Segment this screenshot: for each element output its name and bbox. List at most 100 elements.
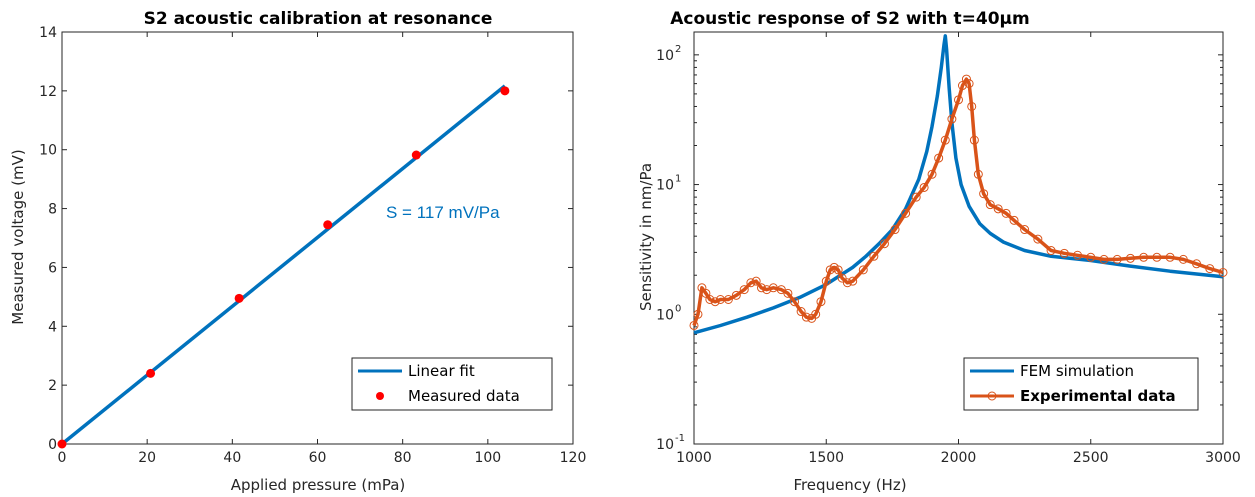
data-point [776, 285, 786, 295]
x-tick-label: 3000 [1205, 450, 1241, 466]
data-point [790, 297, 800, 307]
data-point [973, 169, 983, 179]
data-point [796, 307, 806, 317]
y-tick-label: 14 [39, 25, 57, 41]
data-point [901, 208, 911, 218]
x-tick-label: 2000 [941, 450, 977, 466]
data-point [756, 283, 766, 293]
legend-label: Experimental data [1020, 387, 1176, 405]
data-point [993, 204, 1003, 214]
data-point [1205, 264, 1215, 274]
data-point [957, 81, 967, 91]
y-tick-label: 10 [656, 48, 674, 64]
chart-acoustic-response: Acoustic response of S2 with t=40µm Freq… [637, 9, 1241, 494]
data-point [848, 276, 858, 286]
data-point [1009, 215, 1019, 225]
data-point [693, 309, 703, 319]
x-tick-label: 1000 [676, 450, 712, 466]
data-point [146, 368, 156, 378]
chart-title: Acoustic response of S2 with t=40µm [670, 9, 1030, 29]
x-tick-label: 60 [309, 450, 327, 466]
annotation-text: S = 117 mV/Pa [386, 203, 500, 222]
data-point [940, 135, 950, 145]
series-line [60, 84, 507, 446]
y-tick-label-exponent: 0 [675, 303, 681, 314]
x-tick-label: 0 [58, 450, 67, 466]
y-tick-label-exponent: 1 [675, 174, 681, 185]
y-tick-label: 10 [39, 143, 57, 159]
legend-swatch-marker [987, 391, 997, 401]
data-point [1099, 254, 1109, 264]
legend-label: Linear fit [408, 362, 475, 380]
data-point [816, 297, 826, 307]
data-point [858, 265, 868, 275]
data-point [979, 189, 989, 199]
data-point [954, 95, 963, 105]
data-point [1165, 252, 1175, 262]
data-point [964, 79, 974, 89]
legend: FEM simulation Experimental data [963, 357, 1199, 411]
data-point [985, 200, 995, 210]
y-tick-label: 12 [39, 84, 57, 100]
y-axis-label: Sensitivity in nm/Pa [637, 163, 655, 311]
y-tick-label: 10 [656, 437, 674, 453]
series-line [692, 77, 1224, 327]
y-tick-label: 10 [656, 307, 674, 323]
data-point [1046, 246, 1056, 256]
data-point [731, 290, 741, 300]
y-tick-label: 2 [48, 378, 57, 394]
data-point [890, 225, 900, 235]
plot-area: 0 20 40 60 80 100 120 0 2 4 6 8 10 12 14 [39, 25, 586, 466]
data-point [842, 278, 852, 288]
data-point [739, 285, 749, 295]
legend-swatch-marker [376, 392, 384, 400]
data-point [1139, 252, 1149, 262]
data-point [57, 439, 67, 449]
data-point [323, 220, 333, 230]
data-point [927, 169, 937, 179]
legend-box [963, 357, 1199, 411]
chart-title: S2 acoustic calibration at resonance [144, 9, 493, 29]
data-point [710, 297, 720, 307]
data-point [234, 293, 244, 303]
x-tick-label: 120 [560, 450, 587, 466]
legend-label: Measured data [408, 387, 520, 405]
data-point [762, 285, 772, 295]
data-point [879, 239, 889, 249]
data-point [701, 288, 711, 298]
data-point [1086, 252, 1096, 262]
data-point [911, 192, 921, 202]
x-tick-label: 80 [394, 450, 412, 466]
data-point [751, 276, 761, 286]
x-axis-label: Applied pressure (mPa) [231, 476, 406, 494]
y-tick-label: 6 [48, 260, 57, 276]
data-point [783, 288, 793, 298]
data-point [723, 295, 733, 305]
x-tick-label: 100 [474, 450, 501, 466]
data-point [934, 153, 944, 163]
y-tick-label: 0 [48, 437, 57, 453]
data-point [411, 150, 421, 160]
legend: Linear fit Measured data [351, 357, 553, 411]
data-point [1218, 267, 1228, 277]
data-point [1192, 259, 1202, 269]
data-point [1020, 225, 1030, 235]
data-point [1073, 250, 1083, 260]
legend-box [351, 357, 553, 411]
x-tick-label: 20 [138, 450, 156, 466]
data-point [961, 74, 971, 84]
data-point [689, 320, 699, 330]
data-point [833, 265, 843, 275]
data-point [967, 101, 977, 111]
data-point [1178, 254, 1188, 264]
data-point [500, 86, 510, 96]
data-point [919, 182, 929, 192]
data-point [705, 295, 715, 305]
data-point [821, 276, 831, 286]
data-point [1152, 252, 1162, 262]
data-point [1059, 248, 1069, 258]
x-axis-label: Frequency (Hz) [793, 476, 906, 494]
y-tick-label-exponent: -1 [675, 433, 685, 444]
